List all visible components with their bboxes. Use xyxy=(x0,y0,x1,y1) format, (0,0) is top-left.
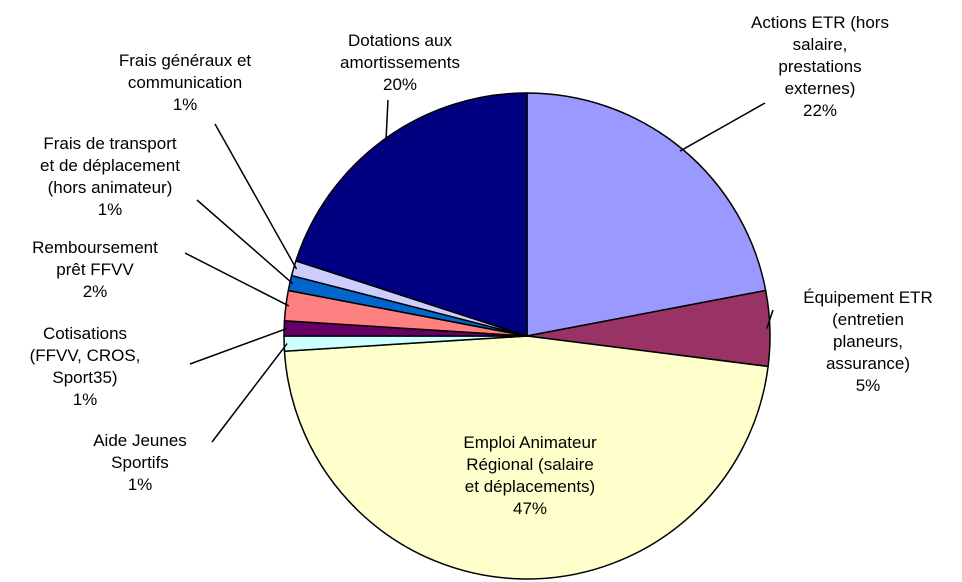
category-label: Frais de transport et de déplacement (ho… xyxy=(40,134,180,197)
value-label: 1% xyxy=(172,95,198,114)
leader-line xyxy=(211,343,288,443)
leader-line xyxy=(184,252,290,307)
slice-label: Frais généraux et communication 1% xyxy=(85,50,285,116)
value-label: 1% xyxy=(97,200,123,219)
slice-label: Actions ETR (hors salaire, prestations e… xyxy=(720,12,920,122)
category-label: Cotisations (FFVV, CROS, Sport35) xyxy=(29,324,141,387)
category-label: Équipement ETR (entretien planeurs, assu… xyxy=(803,288,933,373)
value-label: 47% xyxy=(512,499,548,518)
value-label: 1% xyxy=(127,475,153,494)
slice-label: Dotations aux amortissements 20% xyxy=(300,30,500,96)
pie-slice xyxy=(294,92,528,338)
value-label: 22% xyxy=(802,101,838,120)
pie-slice xyxy=(526,92,767,337)
slice-label: Remboursement prêt FFVV 2% xyxy=(0,237,195,303)
value-label: 20% xyxy=(382,75,418,94)
value-label: 2% xyxy=(82,282,108,301)
leader-line xyxy=(766,309,774,329)
category-label: Remboursement prêt FFVV xyxy=(32,238,158,279)
leader-line xyxy=(679,102,766,152)
category-label: Dotations aux amortissements xyxy=(340,31,460,72)
leader-line xyxy=(196,199,294,285)
category-label: Frais généraux et communication xyxy=(118,51,252,92)
slice-label: Équipement ETR (entretien planeurs, assu… xyxy=(768,287,962,397)
category-label: Emploi Animateur Régional (salaire et dé… xyxy=(463,433,597,496)
leader-line xyxy=(189,327,288,365)
value-label: 1% xyxy=(72,390,98,409)
category-label: Aide Jeunes Sportifs xyxy=(93,431,187,472)
slice-label: Cotisations (FFVV, CROS, Sport35) 1% xyxy=(0,323,185,411)
pie-slice xyxy=(283,335,769,580)
leader-line xyxy=(385,99,389,142)
leader-line xyxy=(214,123,298,270)
value-label: 5% xyxy=(855,376,881,395)
slice-label: Emploi Animateur Régional (salaire et dé… xyxy=(430,432,630,520)
slice-label: Frais de transport et de déplacement (ho… xyxy=(10,133,210,221)
category-label: Actions ETR (hors salaire, prestations e… xyxy=(751,13,889,98)
slice-label: Aide Jeunes Sportifs 1% xyxy=(40,430,240,496)
